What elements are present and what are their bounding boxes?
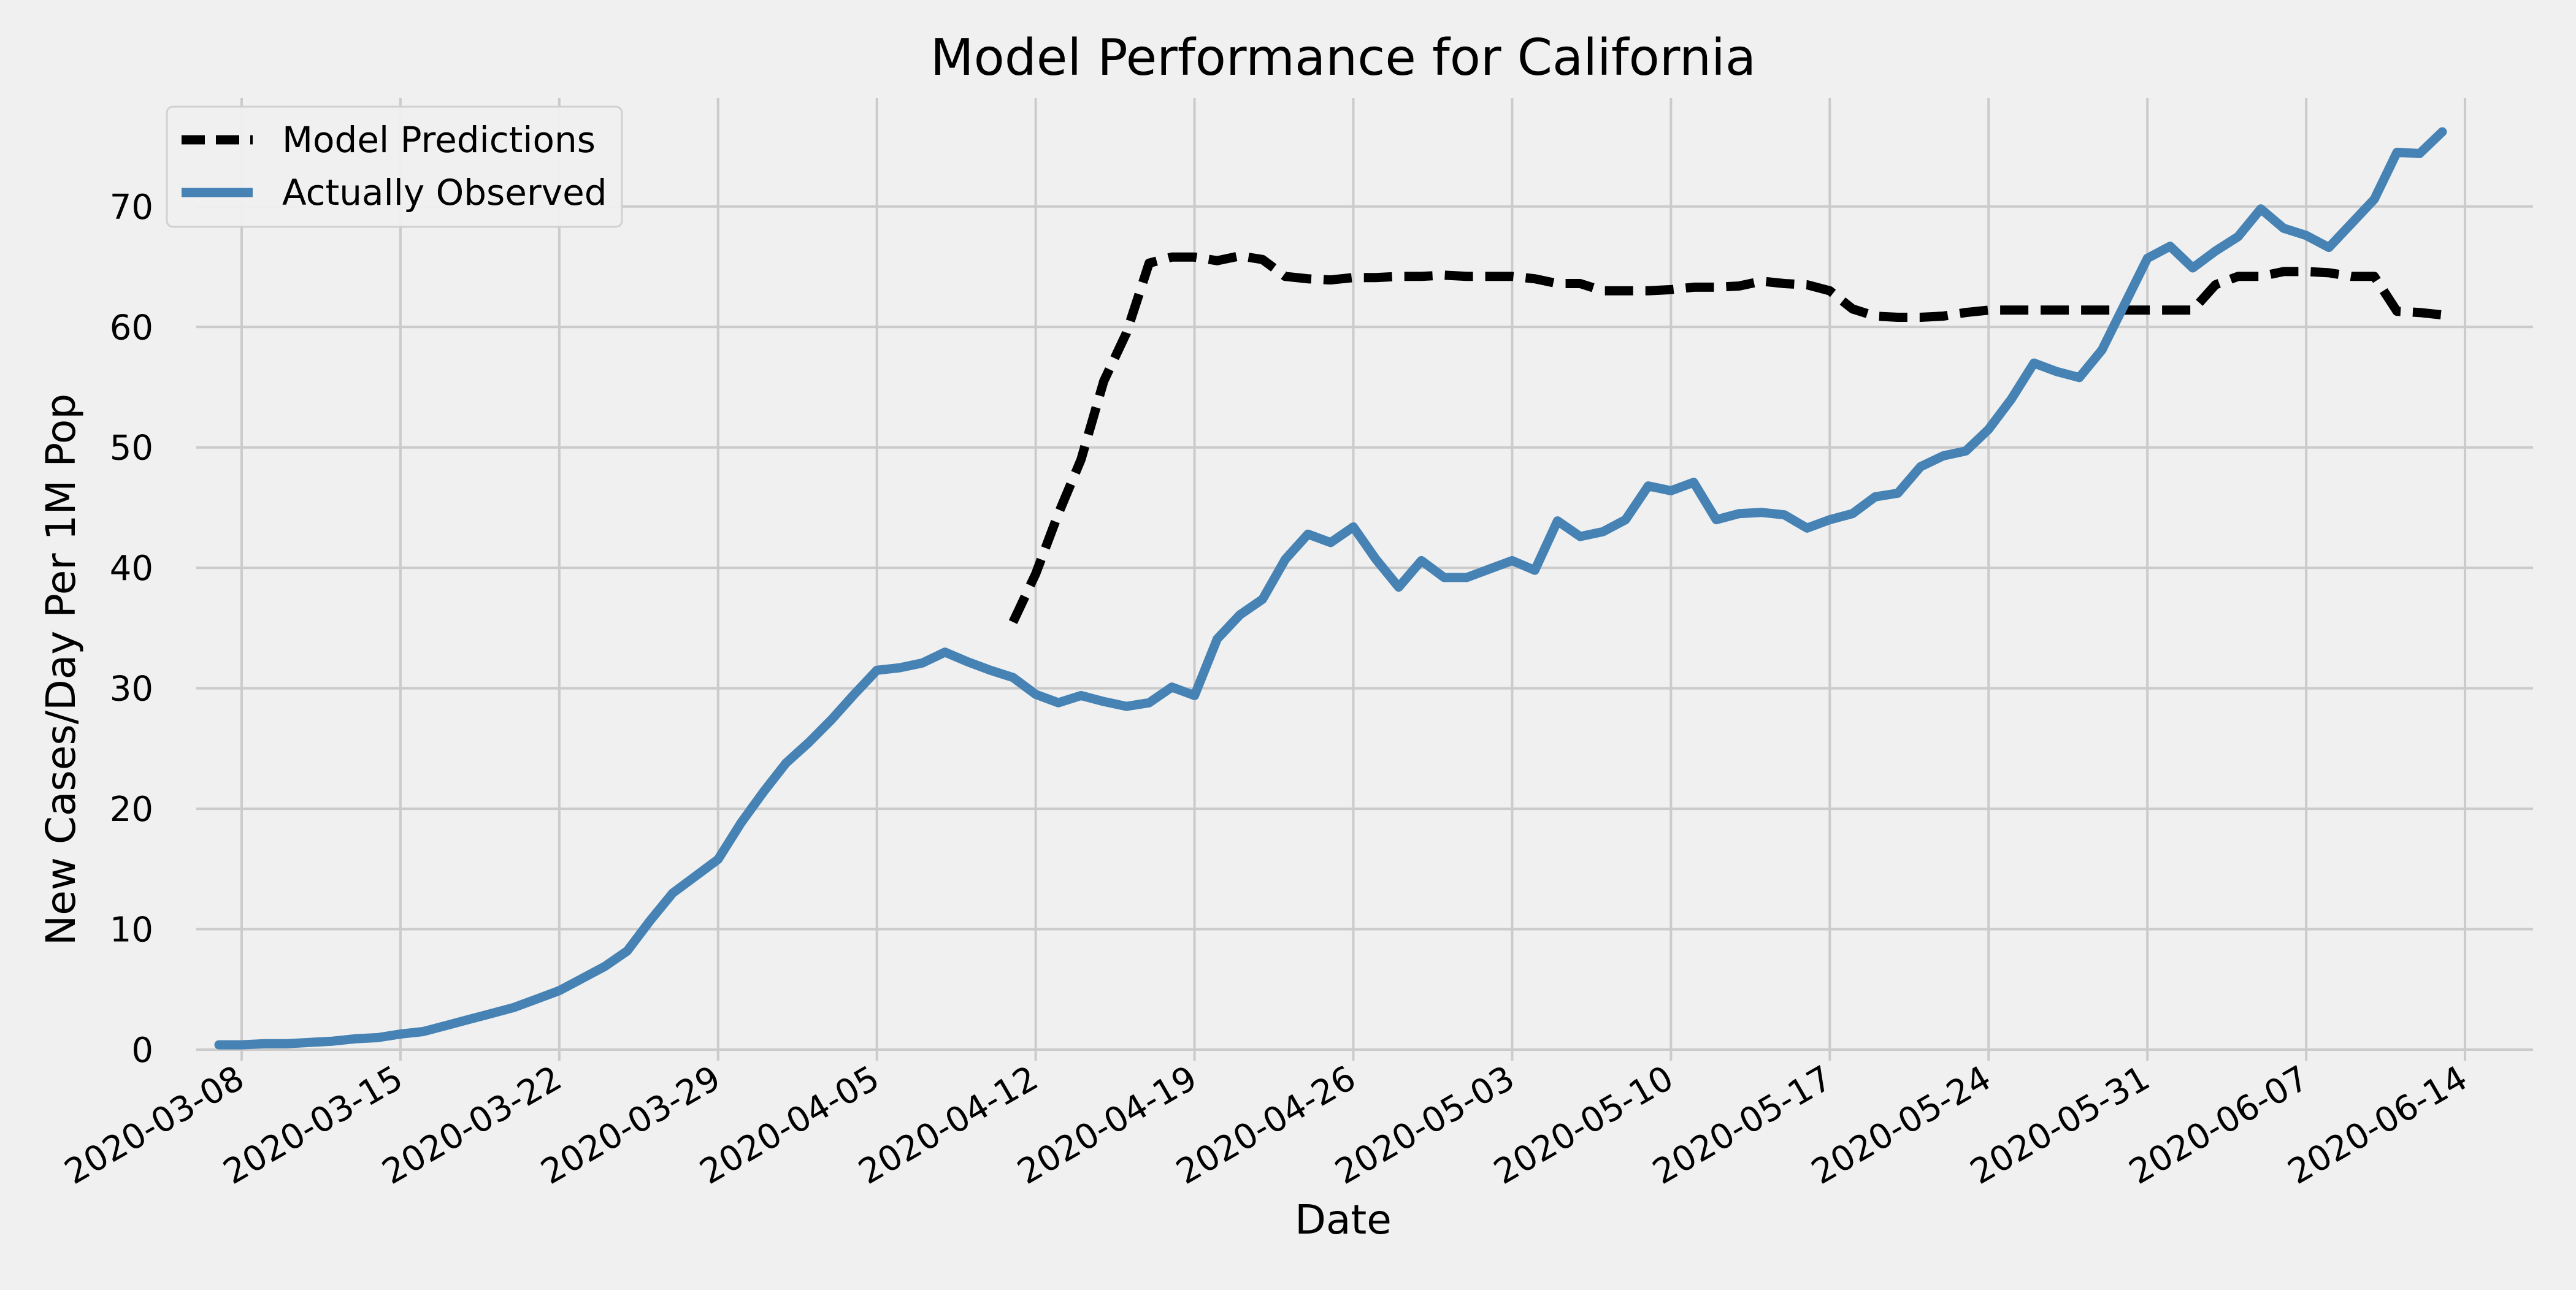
y-tick-label: 20 — [110, 790, 153, 830]
legend: Model Predictions Actually Observed — [166, 105, 623, 228]
y-tick-label: 40 — [110, 549, 153, 589]
y-tick-label: 0 — [131, 1031, 153, 1071]
x-axis-label: Date — [1295, 1196, 1392, 1243]
y-axis-label: New Cases/Day Per 1M Pop — [37, 394, 85, 945]
y-tick-label: 60 — [110, 308, 153, 348]
series-line-model-predictions — [1008, 251, 2443, 624]
legend-entry-label: Actually Observed — [282, 172, 607, 213]
y-tick-label: 70 — [110, 188, 153, 227]
y-tick-label: 10 — [110, 910, 153, 950]
series-lines — [214, 127, 2447, 1050]
legend-entry-label: Model Predictions — [282, 119, 596, 161]
y-tick-label: 30 — [110, 670, 153, 709]
chart-title: Model Performance for California — [930, 29, 1756, 87]
y-tick-label: 50 — [110, 429, 153, 468]
series-line-actually-observed — [214, 127, 2447, 1050]
legend-box — [166, 105, 623, 228]
